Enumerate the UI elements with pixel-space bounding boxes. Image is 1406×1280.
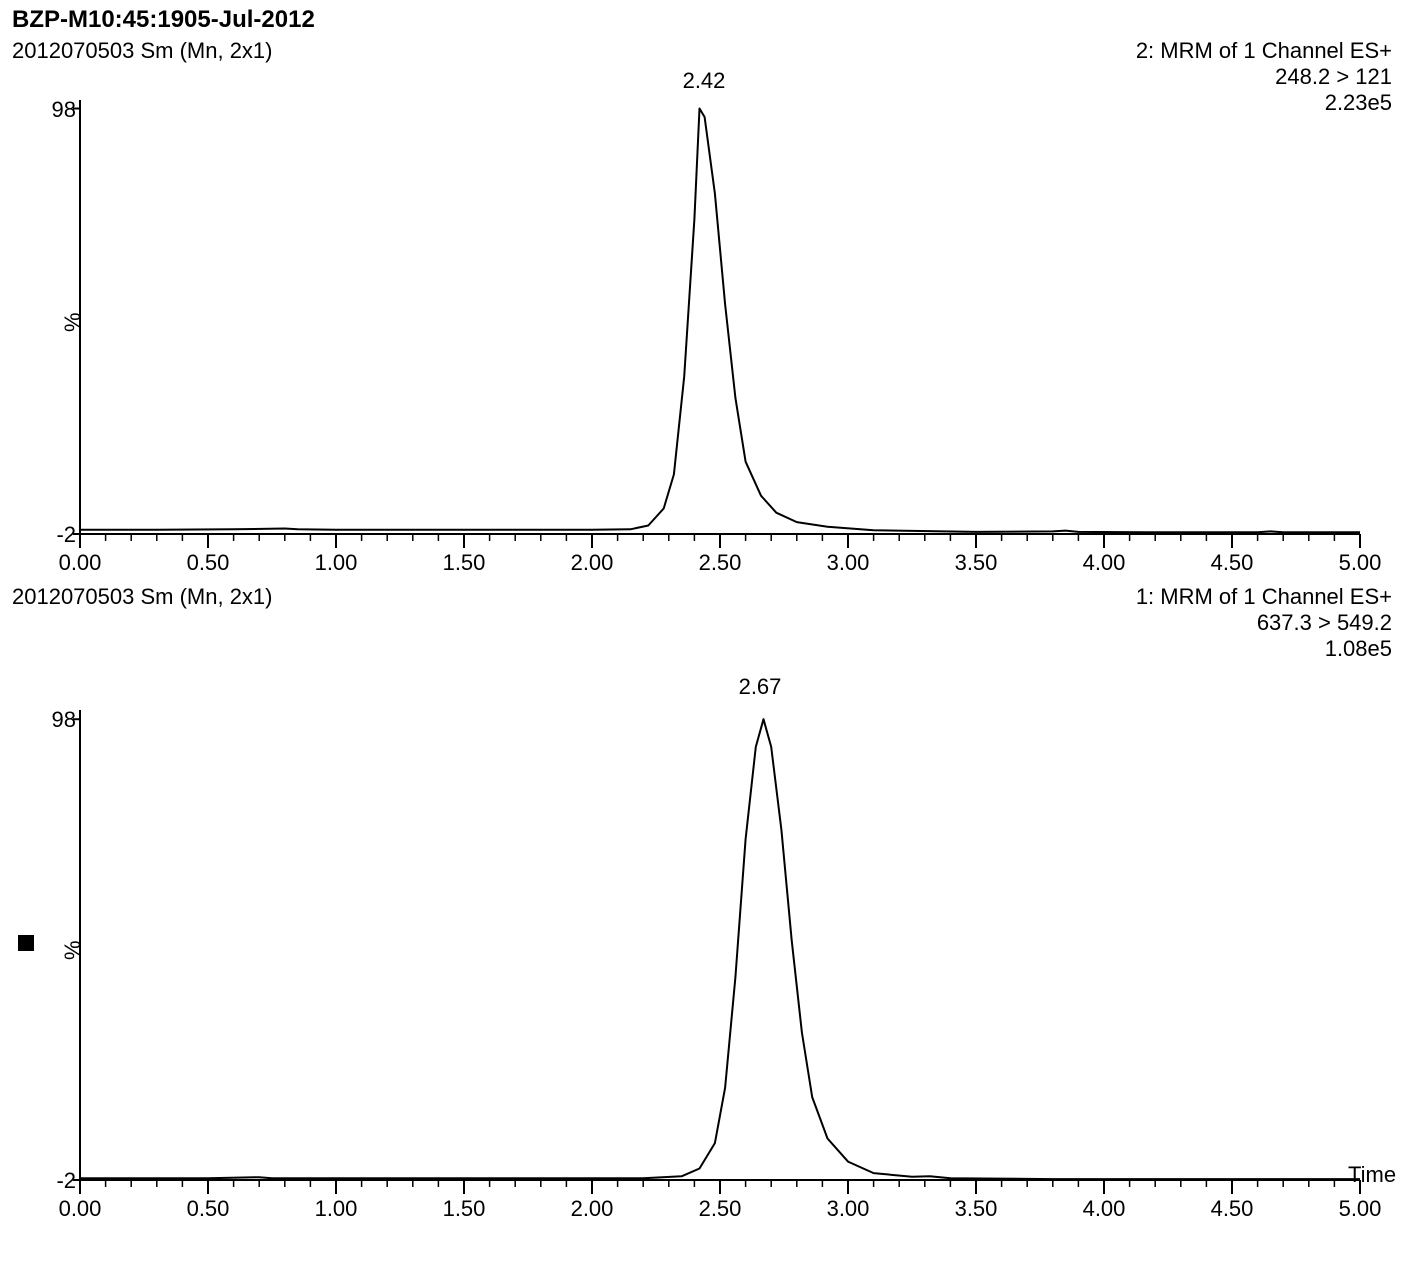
xtick-label: 4.50 (1202, 1196, 1262, 1222)
xtick-label: 1.00 (306, 1196, 366, 1222)
chart2-svg (0, 0, 1406, 1280)
xtick-label: 5.00 (1330, 1196, 1390, 1222)
xtick-label: 0.00 (50, 1196, 110, 1222)
x-axis-label-time: Time (1348, 1162, 1396, 1188)
xtick-label: 1.50 (434, 1196, 494, 1222)
marker-square-icon (18, 935, 34, 951)
xtick-label: 3.00 (818, 1196, 878, 1222)
xtick-label: 0.50 (178, 1196, 238, 1222)
xtick-label: 3.50 (946, 1196, 1006, 1222)
xtick-label: 4.00 (1074, 1196, 1134, 1222)
page-root: BZP-M10:45:1905-Jul-2012 2012070503 Sm (… (0, 0, 1406, 1280)
xtick-label: 2.00 (562, 1196, 622, 1222)
xtick-label: 2.50 (690, 1196, 750, 1222)
